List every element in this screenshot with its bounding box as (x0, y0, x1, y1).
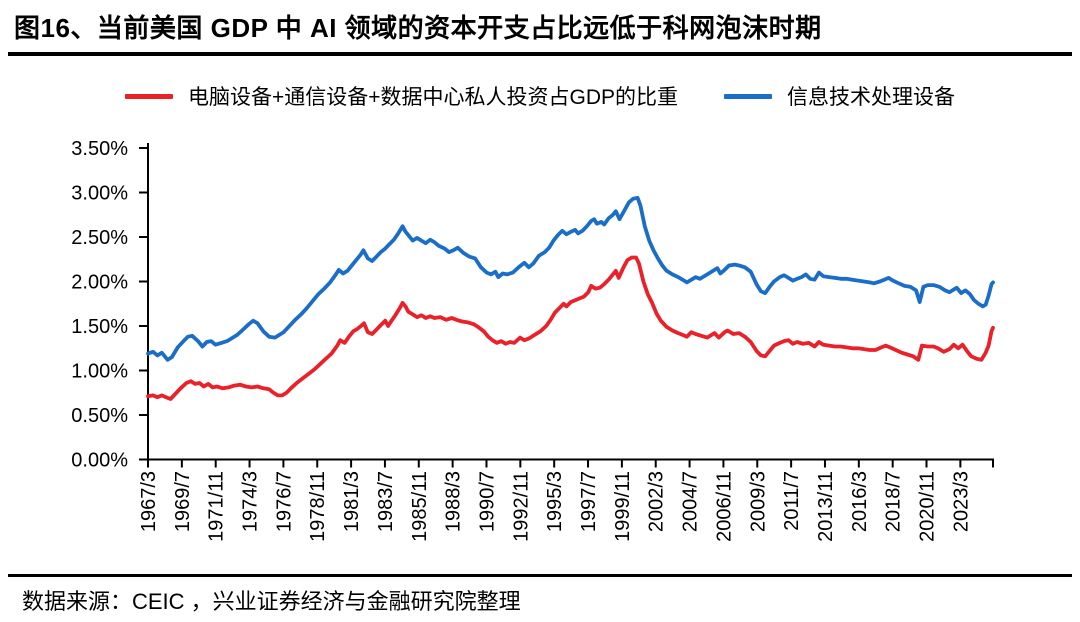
x-tick-label: 1983/7 (375, 471, 397, 532)
y-tick-label: 2.00% (71, 272, 128, 294)
x-tick-label: 2016/3 (849, 471, 871, 532)
blue-line-swatch-icon (724, 93, 773, 99)
x-tick-label: 2018/7 (883, 471, 905, 532)
x-tick-label: 2002/3 (646, 471, 668, 532)
x-tick-label: 1995/3 (544, 471, 566, 532)
y-tick-label: 2.50% (71, 227, 128, 249)
chart-title: 图16、当前美国 GDP 中 AI 领域的资本开支占比远低于科网泡沫时期 (14, 13, 822, 43)
y-tick-label: 3.50% (71, 138, 128, 160)
x-tick-label: 1967/3 (138, 471, 160, 532)
y-tick-label: 1.50% (71, 316, 128, 338)
y-tick-label: 0.50% (71, 405, 128, 427)
source-note: 数据来源：CEIC ，兴业证券经济与金融研究院整理 (22, 589, 521, 614)
red-line-swatch-icon (124, 93, 173, 99)
x-tick-label: 2011/7 (781, 471, 803, 531)
source-divider (8, 574, 1072, 577)
x-tick-label: 2020/11 (917, 471, 939, 542)
x-tick-label: 1990/7 (476, 471, 498, 532)
title-divider (8, 52, 1072, 56)
y-tick-label: 1.00% (71, 361, 128, 383)
y-tick-label: 0.00% (71, 450, 128, 472)
x-tick-label: 2013/11 (815, 471, 837, 542)
x-tick-label: 1969/7 (172, 471, 194, 532)
x-tick-label: 1988/3 (443, 471, 465, 532)
x-tick-label: 1999/11 (612, 471, 634, 542)
series-line-blue (146, 195, 995, 362)
series-line-red (146, 255, 995, 401)
x-tick-label: 2006/11 (713, 471, 735, 542)
legend-item-blue-series: 信息技术处理设备 (724, 81, 955, 111)
legend-label-blue: 信息技术处理设备 (787, 86, 956, 109)
x-tick-label: 1997/7 (578, 471, 600, 532)
chart-legend: 电脑设备+通信设备+数据中心私人投资占GDP的比重 信息技术处理设备 (0, 81, 1080, 111)
x-tick-label: 2023/3 (950, 471, 972, 532)
x-tick-label: 1978/11 (307, 471, 329, 542)
x-tick-label: 2009/3 (747, 471, 769, 532)
legend-item-red-series: 电脑设备+通信设备+数据中心私人投资占GDP的比重 (124, 81, 679, 111)
x-tick-label: 1976/7 (273, 471, 295, 532)
x-tick-label: 1985/11 (409, 471, 431, 542)
x-tick-label: 1971/11 (206, 471, 228, 542)
x-tick-label: 2004/7 (680, 471, 702, 532)
x-tick-label: 1992/11 (510, 471, 532, 542)
legend-label-red: 电脑设备+通信设备+数据中心私人投资占GDP的比重 (187, 86, 679, 109)
x-tick-label: 1974/3 (240, 471, 262, 532)
y-tick-label: 3.00% (71, 183, 128, 205)
x-tick-label: 1981/3 (341, 471, 363, 532)
